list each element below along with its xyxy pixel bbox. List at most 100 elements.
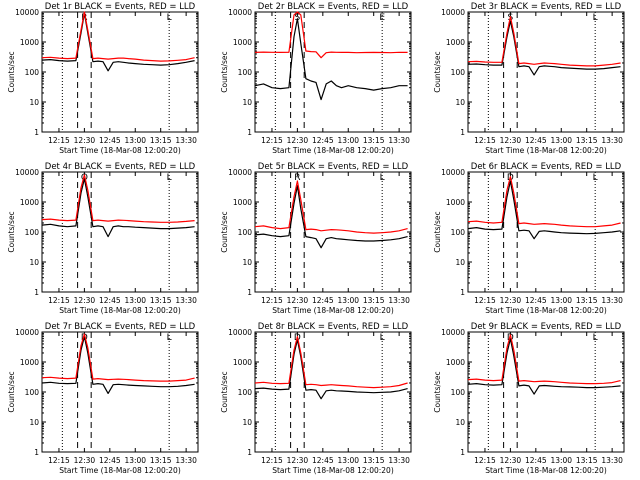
x-tick-label: 13:15 (576, 296, 598, 305)
y-tick-label: 1 (34, 128, 39, 137)
x-tick-label: 12:30 (287, 456, 309, 465)
marker-letter: L (593, 13, 598, 23)
x-tick-label: 13:30 (175, 136, 197, 145)
y-tick-label: 10000 (441, 8, 465, 17)
x-tick-label: 13:15 (576, 456, 598, 465)
x-axis-label: Start Time (18-Mar-08 12:00:20) (485, 306, 607, 315)
y-tick-label: 10000 (441, 168, 465, 177)
panel-title: Det 8r BLACK = Events, RED = LLD (258, 322, 409, 332)
marker-letter: S (295, 13, 301, 23)
y-tick-label: 1 (247, 128, 252, 137)
y-tick-label: 100 (238, 388, 253, 397)
x-tick-label: 13:30 (388, 136, 410, 145)
y-axis-label: Counts/sec (433, 51, 442, 92)
panel-det-3: Det 3r BLACK = Events, RED = LLD 1 10 100 10… (433, 2, 625, 155)
x-tick-label: 13:15 (363, 136, 385, 145)
y-tick-label: 1000 (233, 38, 252, 47)
y-tick-label: 10 (242, 418, 252, 427)
y-tick-label: 1000 (20, 198, 39, 207)
plot-frame (41, 171, 199, 293)
y-axis-label: Counts/sec (220, 211, 229, 252)
marker-letter: L (593, 333, 598, 343)
x-tick-label: 12:45 (525, 136, 547, 145)
x-tick-label: 12:30 (74, 136, 96, 145)
x-tick-label: 13:15 (576, 136, 598, 145)
y-tick-label: 10000 (441, 328, 465, 337)
series-lld-line (41, 333, 195, 382)
series-events-line (467, 180, 621, 240)
y-axis-label: Counts/sec (220, 51, 229, 92)
x-tick-label: 13:00 (550, 136, 572, 145)
plot-frame (467, 171, 625, 293)
x-tick-label: 12:45 (312, 136, 334, 145)
x-tick-label: 13:00 (124, 136, 146, 145)
marker-letter: L (380, 173, 385, 183)
x-tick-label: 12:15 (261, 296, 283, 305)
series-events-line (41, 336, 195, 394)
y-tick-label: 100 (25, 388, 40, 397)
x-tick-label: 12:30 (287, 296, 309, 305)
y-tick-label: 1000 (446, 358, 465, 367)
x-axis-label: Start Time (18-Mar-08 12:00:20) (59, 466, 181, 475)
x-tick-label: 12:45 (312, 296, 334, 305)
x-tick-label: 12:15 (48, 296, 70, 305)
y-tick-label: 10000 (15, 328, 39, 337)
panel-title: Det 7r BLACK = Events, RED = LLD (45, 322, 196, 332)
y-axis-label: Counts/sec (433, 211, 442, 252)
y-tick-label: 10 (29, 258, 39, 267)
x-tick-label: 13:30 (175, 456, 197, 465)
series-events-line (254, 185, 408, 249)
x-tick-label: 13:00 (550, 296, 572, 305)
x-tick-label: 12:45 (525, 456, 547, 465)
y-axis-label: Counts/sec (220, 371, 229, 412)
panel-det-1: Det 1r BLACK = Events, RED = LLD 1 10 100 10… (7, 2, 199, 155)
x-axis-label: Start Time (18-Mar-08 12:00:20) (59, 146, 181, 155)
marker-letter: R (81, 13, 87, 23)
x-tick-label: 12:30 (500, 296, 522, 305)
panel-title: Det 6r BLACK = Events, RED = LLD (471, 162, 622, 172)
y-tick-label: 1 (34, 448, 39, 457)
x-tick-label: 12:15 (261, 136, 283, 145)
x-tick-label: 12:15 (261, 456, 283, 465)
x-tick-label: 13:00 (550, 456, 572, 465)
plot-frame (41, 11, 199, 133)
x-tick-label: 13:00 (337, 136, 359, 145)
series-events-line (467, 20, 621, 76)
marker-letter: L (167, 333, 172, 343)
marker-letter: R (294, 173, 300, 183)
marker-letter: O (81, 173, 88, 183)
y-tick-label: 1000 (446, 38, 465, 47)
x-axis-label: Start Time (18-Mar-08 12:00:20) (59, 306, 181, 315)
panel-det-5: Det 5r BLACK = Events, RED = LLD 1 10 100 10… (220, 162, 412, 315)
y-tick-label: 1 (34, 288, 39, 297)
y-tick-label: 100 (451, 388, 466, 397)
y-tick-label: 1 (460, 448, 465, 457)
marker-letter: L (380, 333, 385, 343)
x-tick-label: 13:30 (388, 456, 410, 465)
y-tick-label: 100 (238, 68, 253, 77)
y-tick-label: 10000 (228, 168, 252, 177)
plot-frame (467, 11, 625, 133)
series-lld-line (254, 336, 408, 389)
series-events-line (254, 18, 408, 101)
marker-letter: L (167, 173, 172, 183)
y-tick-label: 10000 (228, 328, 252, 337)
x-tick-label: 12:15 (48, 456, 70, 465)
series-lld-line (254, 11, 408, 59)
series-lld-line (467, 16, 621, 67)
x-tick-label: 13:15 (150, 456, 172, 465)
panel-det-7: Det 7r BLACK = Events, RED = LLD 1 10 100 10… (7, 322, 199, 475)
x-tick-label: 12:15 (474, 296, 496, 305)
x-tick-label: 12:45 (99, 296, 121, 305)
series-lld-line (467, 176, 621, 228)
y-tick-label: 1 (247, 448, 252, 457)
x-tick-label: 12:45 (312, 456, 334, 465)
y-axis-label: Counts/sec (7, 371, 16, 412)
x-tick-label: 12:15 (48, 136, 70, 145)
plot-frame (254, 11, 412, 133)
x-tick-label: 13:00 (337, 296, 359, 305)
x-tick-label: 12:45 (525, 296, 547, 305)
y-tick-label: 10 (455, 418, 465, 427)
x-tick-label: 13:15 (150, 136, 172, 145)
